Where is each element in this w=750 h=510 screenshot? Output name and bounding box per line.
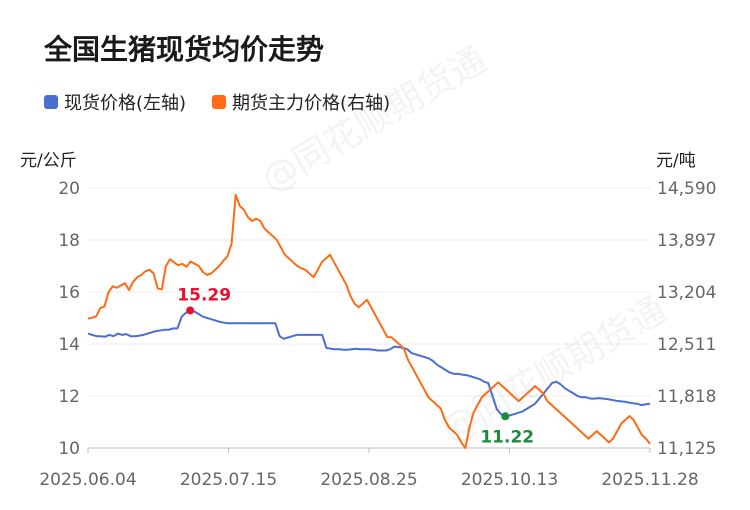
x-tick-label: 2025.10.13 (461, 470, 558, 490)
y-tick-right: 14,590 (657, 179, 716, 199)
watermark-text: @同花顺期货通 (255, 39, 494, 201)
legend-label-futures: 期货主力价格(右轴) (232, 93, 391, 114)
y-tick-left: 16 (58, 283, 80, 303)
annotations: 15.29 11.22 (177, 285, 534, 447)
series-line-0 (87, 309, 651, 418)
legend: 现货价格(左轴) 期货主力价格(右轴) (44, 90, 416, 114)
annotation-point (501, 412, 510, 421)
x-tick-label: 2025.07.15 (180, 470, 277, 490)
y-tick-left: 14 (58, 335, 80, 355)
annotation-label: 11.22 (480, 427, 534, 447)
y-tick-right: 12,511 (657, 335, 716, 355)
legend-label-spot: 现货价格(左轴) (64, 93, 187, 114)
series-lines (87, 193, 651, 449)
legend-swatch-futures (212, 95, 227, 109)
gridlines (88, 187, 650, 449)
x-tick-label: 2025.08.25 (320, 470, 417, 490)
y-tick-right: 13,897 (657, 231, 716, 251)
left-axis-unit: 元/公斤 (20, 151, 77, 171)
y-tick-right: 11,818 (657, 387, 716, 407)
axis-ticks: 20 14,590 18 13,897 16 13,204 14 12,511 12 11,818… (39, 179, 716, 490)
chart-title: 全国生猪现货均价走势 (44, 33, 325, 66)
y-tick-left: 18 (58, 231, 80, 251)
y-tick-right: 13,204 (657, 283, 716, 303)
legend-item-futures[interactable]: 期货主力价格(右轴) (212, 89, 390, 115)
legend-swatch-spot (44, 95, 58, 109)
watermarks: @同花顺期货通@同花顺期货通 (255, 39, 674, 451)
x-tick-label: 2025.06.04 (39, 470, 136, 490)
y-tick-right: 11,125 (657, 439, 716, 459)
annotation-point (186, 306, 195, 315)
x-tick-label: 2025.11.28 (601, 470, 698, 490)
legend-item-spot[interactable]: 现货价格(左轴) (44, 89, 186, 115)
series-line-1 (87, 193, 651, 449)
annotation-label: 15.29 (177, 285, 231, 305)
right-axis-unit: 元/吨 (656, 151, 696, 171)
y-tick-left: 10 (58, 439, 80, 459)
y-tick-left: 12 (58, 387, 80, 407)
y-tick-left: 20 (58, 179, 80, 199)
